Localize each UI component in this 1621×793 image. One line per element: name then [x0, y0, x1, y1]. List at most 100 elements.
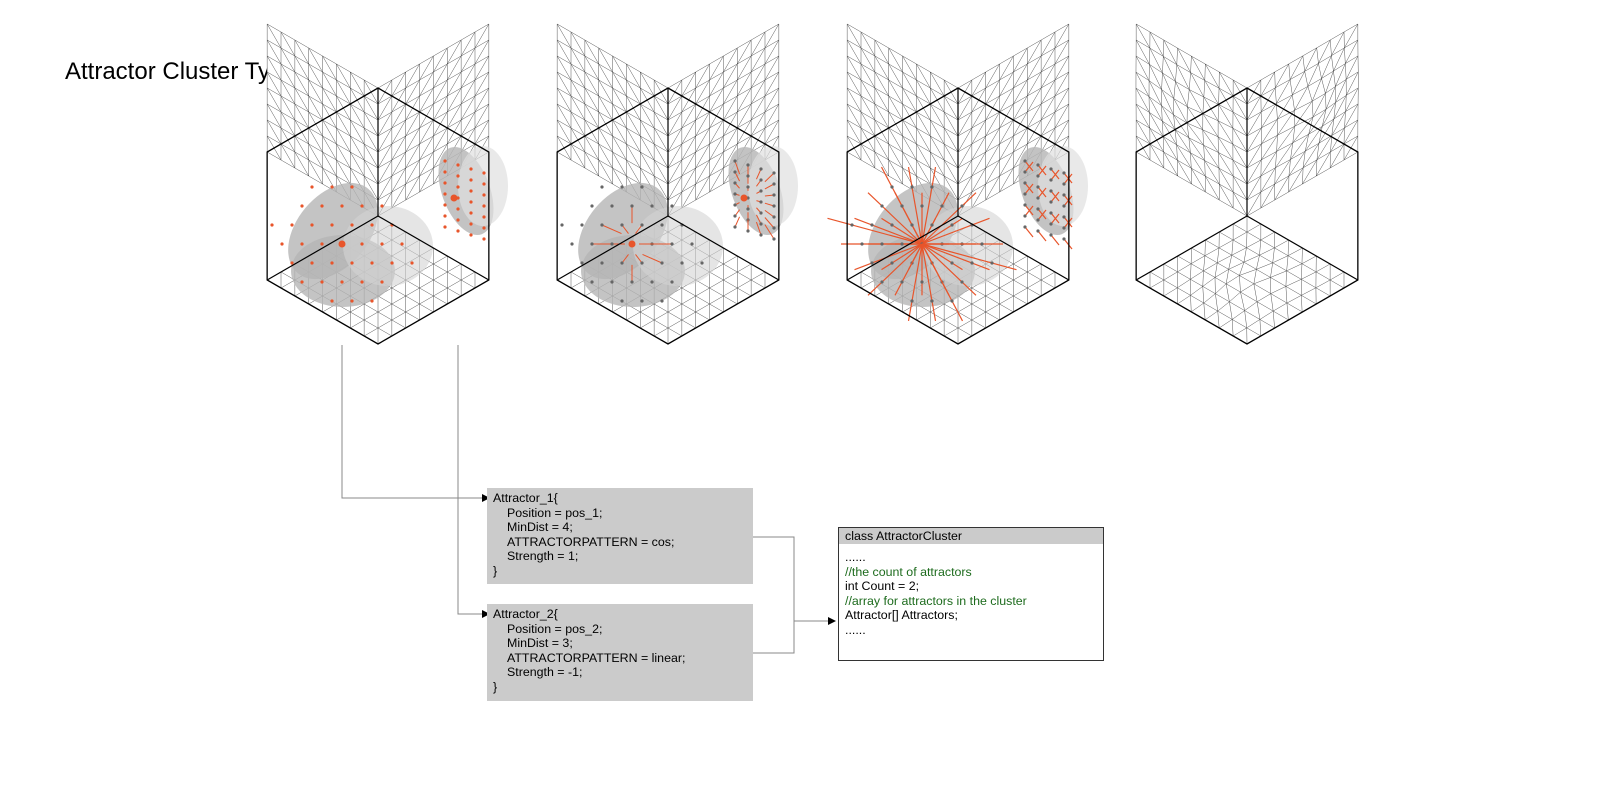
field-point [310, 223, 314, 227]
mesh-diagonal [1260, 167, 1276, 193]
field-point [360, 204, 364, 208]
deformation-force-line [1024, 205, 1034, 217]
mesh-diagonal [1302, 159, 1318, 185]
mesh-diagonal [1272, 311, 1275, 328]
mesh-diagonal [709, 135, 724, 161]
field-point [620, 223, 624, 227]
mesh-diagonal [433, 127, 448, 153]
deformation-force-line [1063, 172, 1073, 184]
mesh-diagonal [308, 63, 323, 89]
mesh-diagonal [750, 31, 766, 57]
mesh-diagonal [1333, 47, 1345, 72]
mesh-diagonal [266, 39, 282, 65]
field-point [759, 178, 763, 182]
mesh-diagonal [1202, 129, 1219, 153]
mesh-diagonal [350, 135, 365, 161]
deformation-force-line [1050, 190, 1060, 202]
attraction-vector [734, 160, 741, 175]
mesh-diagonal [1225, 283, 1230, 302]
mesh-diagonal [322, 55, 337, 81]
mesh-diagonal [570, 95, 586, 121]
mesh-diagonal [363, 127, 379, 153]
mesh-diagonal [1346, 71, 1359, 96]
mesh-diagonal [985, 111, 1000, 137]
mesh-diagonal [447, 55, 462, 81]
deformation-force-line [921, 217, 963, 245]
mesh-diagonal [1232, 95, 1248, 121]
mesh-diagonal [930, 71, 945, 97]
mesh-diagonal [308, 159, 323, 185]
field-point [350, 261, 354, 265]
cube-edge [266, 215, 379, 281]
field-point [650, 280, 654, 284]
mesh-diagonal [1149, 48, 1163, 74]
field-point [640, 223, 644, 227]
mesh-diagonal [985, 143, 1000, 169]
field-point [1023, 214, 1027, 218]
field-point [1036, 218, 1040, 222]
mesh-diagonal [1218, 168, 1234, 193]
mesh-diagonal [737, 87, 752, 113]
field-point [746, 207, 750, 211]
mesh-diagonal [1329, 143, 1345, 169]
mesh-diagonal [1321, 55, 1332, 79]
field-point [640, 185, 644, 189]
mesh-diagonal [1289, 55, 1304, 80]
field-point [456, 229, 460, 233]
field-point [380, 280, 384, 284]
field-point [1036, 163, 1040, 167]
mesh-diagonal [1218, 104, 1234, 129]
field-point [620, 185, 624, 189]
deformation-force-line [854, 217, 923, 245]
attraction-vector [621, 224, 629, 234]
mesh-diagonal [294, 71, 309, 97]
mesh-diagonal [1232, 159, 1248, 185]
mesh-diagonal [695, 63, 710, 89]
deformation-force-line [1037, 165, 1047, 177]
field-point [910, 299, 914, 303]
field-point [746, 185, 750, 189]
deformation-force-line [894, 243, 923, 296]
attractor-1-line: Attractor_1{ [493, 491, 558, 505]
mesh-diagonal [1204, 80, 1219, 105]
attraction-vector [764, 224, 775, 240]
connector-attractor-2 [457, 345, 490, 618]
attractor-1-line: ATTRACTORPATTERN = cos; [507, 534, 675, 549]
mesh-diagonal [1228, 255, 1233, 270]
attractor-2-line: MinDist = 3; [507, 636, 573, 650]
mesh-diagonal [598, 127, 613, 153]
mesh-diagonal [653, 175, 669, 201]
field-point [670, 204, 674, 208]
mesh-diagonal [985, 175, 1000, 201]
mesh-diagonal [377, 159, 393, 185]
mesh-diagonal [1040, 31, 1056, 57]
mesh-diagonal [1261, 119, 1278, 144]
mesh-diagonal [860, 47, 876, 73]
mesh-diagonal [570, 111, 586, 137]
field-point [482, 237, 486, 241]
field-point [1049, 211, 1053, 215]
mesh-diagonal [280, 79, 296, 105]
mesh-diagonal [1217, 311, 1220, 328]
field-point [300, 204, 304, 208]
mesh-diagonal [405, 111, 420, 137]
mesh-diagonal [626, 79, 641, 105]
attractor-2-line: Position = pos_2; [507, 621, 603, 636]
mesh-diagonal [930, 151, 945, 177]
mesh-diagonal [612, 87, 627, 113]
field-point [620, 299, 624, 303]
mesh-diagonal [570, 143, 586, 169]
mesh-diagonal [1148, 96, 1163, 122]
field-point [469, 189, 473, 193]
mesh-diagonal [1135, 55, 1150, 81]
mesh-diagonal [640, 119, 655, 145]
field-point [469, 233, 473, 237]
mesh-diagonal [1272, 247, 1275, 263]
mesh-diagonal [1163, 151, 1178, 177]
mesh-diagonal [460, 47, 476, 73]
mesh-diagonal [957, 159, 973, 185]
mesh-diagonal [1290, 134, 1309, 160]
mesh-diagonal [681, 183, 696, 209]
mesh-diagonal [447, 87, 462, 113]
attractor-field-1-halo [633, 206, 723, 286]
